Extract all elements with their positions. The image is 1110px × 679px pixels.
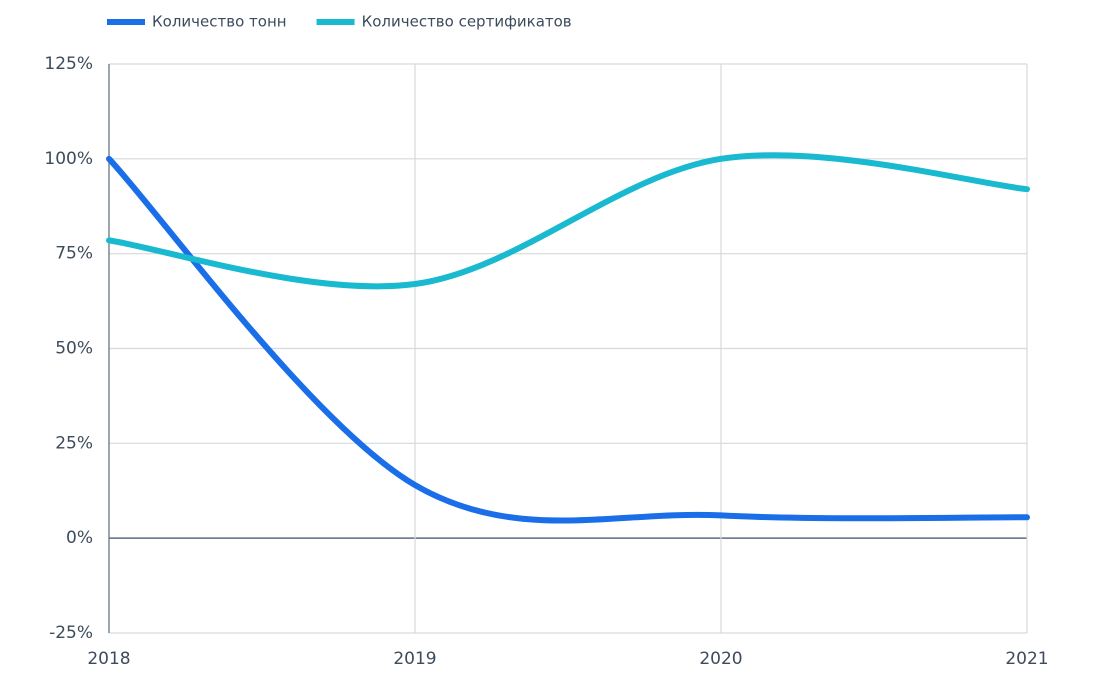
legend-label: Количество сертификатов [362, 13, 572, 31]
legend-label: Количество тонн [152, 13, 287, 31]
y-tick-label: 25% [55, 433, 93, 453]
y-tick-label: 0% [66, 528, 93, 548]
series-line [106, 155, 1030, 524]
y-tick-label: 125% [44, 54, 93, 74]
y-tick-label: 50% [55, 339, 93, 359]
x-tick-label: 2019 [393, 649, 436, 669]
y-tick-label: 75% [55, 244, 93, 264]
y-tick-label: -25% [49, 623, 93, 643]
series-line [106, 152, 1030, 290]
y-tick-label: 100% [44, 149, 93, 169]
x-tick-label: 2020 [699, 649, 742, 669]
x-tick-label: 2018 [87, 649, 130, 669]
x-tick-label: 2021 [1005, 649, 1048, 669]
